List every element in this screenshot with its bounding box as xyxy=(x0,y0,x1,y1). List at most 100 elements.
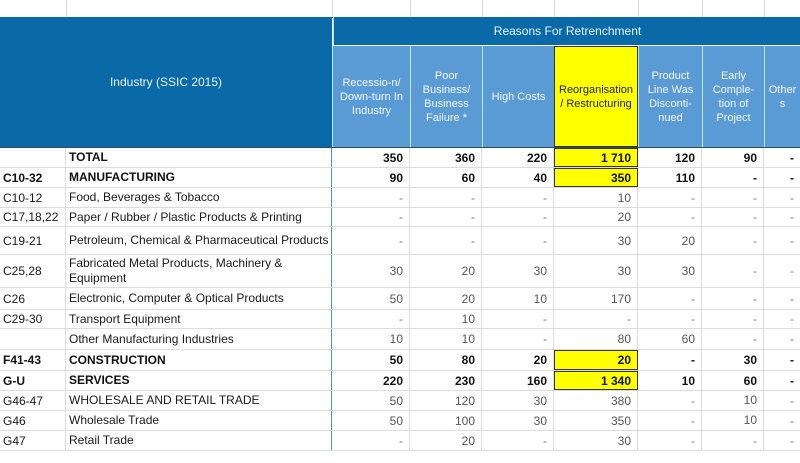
value-cell[interactable]: 10 xyxy=(702,411,764,430)
column-header-1[interactable]: Poor Business/ Business Failure * xyxy=(410,46,482,147)
value-cell[interactable]: 350 xyxy=(554,168,638,187)
value-cell[interactable]: 20 xyxy=(554,208,638,226)
value-cell[interactable]: 230 xyxy=(410,371,482,390)
value-cell[interactable]: 30 xyxy=(482,255,554,287)
value-cell[interactable]: 20 xyxy=(554,350,638,370)
value-cell[interactable]: - xyxy=(790,170,794,185)
value-cell[interactable]: 10 xyxy=(482,288,554,309)
industry-name-cell[interactable]: Paper / Rubber / Plastic Products & Prin… xyxy=(66,208,332,226)
value-cell[interactable]: - xyxy=(790,393,794,408)
value-cell[interactable]: 350 xyxy=(554,411,638,430)
industry-code-cell[interactable]: C19-21 xyxy=(0,227,66,254)
value-cell[interactable]: - xyxy=(702,227,764,254)
value-cell[interactable]: 50 xyxy=(332,288,410,309)
value-cell[interactable]: - xyxy=(332,431,410,450)
column-header-3[interactable]: Reorganisation / Restructuring xyxy=(554,46,638,147)
value-cell[interactable]: - xyxy=(702,255,764,287)
industry-code-cell[interactable] xyxy=(0,148,66,167)
industry-name-cell[interactable]: MANUFACTURING xyxy=(66,168,332,187)
value-cell[interactable]: - xyxy=(332,188,410,207)
industry-column-header[interactable]: Industry (SSIC 2015) xyxy=(0,17,332,147)
value-cell[interactable]: 30 xyxy=(332,255,410,287)
value-cell[interactable]: - xyxy=(410,188,482,207)
value-cell[interactable]: 80 xyxy=(410,350,482,370)
value-cell[interactable]: - xyxy=(790,210,794,224)
industry-code-cell[interactable]: G46-47 xyxy=(0,391,66,410)
industry-name-cell[interactable]: Other Manufacturing Industries xyxy=(66,329,332,349)
column-header-5[interactable]: Early Comple- tion of Project xyxy=(702,46,764,147)
value-cell[interactable]: - xyxy=(702,168,764,187)
value-cell[interactable]: - xyxy=(790,233,794,248)
value-cell[interactable]: 100 xyxy=(410,411,482,430)
value-cell[interactable]: 160 xyxy=(482,371,554,390)
column-header-6[interactable]: Other s xyxy=(764,46,800,147)
value-cell[interactable]: 20 xyxy=(410,431,482,450)
value-cell[interactable]: 40 xyxy=(482,168,554,187)
value-cell[interactable]: 20 xyxy=(482,350,554,370)
value-cell[interactable]: 10 xyxy=(410,329,482,349)
value-cell[interactable]: 50 xyxy=(332,411,410,430)
value-cell[interactable]: 20 xyxy=(410,255,482,287)
value-cell[interactable]: - xyxy=(638,188,702,207)
value-cell[interactable]: 20 xyxy=(638,227,702,254)
value-cell[interactable]: - xyxy=(702,188,764,207)
value-cell[interactable]: - xyxy=(638,310,702,328)
industry-code-cell[interactable]: C17,18,22 xyxy=(0,208,66,226)
industry-code-cell[interactable]: G-U xyxy=(0,371,66,390)
industry-name-cell[interactable]: Electronic, Computer & Optical Products xyxy=(66,288,332,309)
value-cell[interactable]: - xyxy=(332,208,410,226)
column-header-4[interactable]: Product Line Was Disconti- nued xyxy=(638,46,702,147)
value-cell[interactable]: 10 xyxy=(638,371,702,390)
value-cell[interactable]: - xyxy=(638,391,702,410)
value-cell[interactable]: 60 xyxy=(702,371,764,390)
value-cell[interactable]: 10 xyxy=(554,188,638,207)
industry-name-cell[interactable]: Fabricated Metal Products, Machinery & E… xyxy=(66,255,332,287)
value-cell[interactable]: 90 xyxy=(702,148,764,167)
value-cell[interactable]: - xyxy=(702,208,764,226)
value-cell[interactable]: - xyxy=(790,264,794,278)
column-header-0[interactable]: Recessio-n/ Down-turn In Industry xyxy=(332,46,410,147)
value-cell[interactable]: 1 340 xyxy=(554,371,638,390)
value-cell[interactable]: 30 xyxy=(554,431,638,450)
value-cell[interactable]: 30 xyxy=(554,255,638,287)
value-cell[interactable]: 30 xyxy=(482,391,554,410)
value-cell[interactable]: - xyxy=(482,227,554,254)
value-cell[interactable]: 50 xyxy=(332,391,410,410)
value-cell[interactable]: - xyxy=(790,353,794,367)
value-cell[interactable]: - xyxy=(482,310,554,328)
value-cell[interactable]: 220 xyxy=(482,148,554,167)
industry-code-cell[interactable]: C10-32 xyxy=(0,168,66,187)
industry-name-cell[interactable]: TOTAL xyxy=(66,148,332,167)
industry-name-cell[interactable]: SERVICES xyxy=(66,371,332,390)
value-cell[interactable]: - xyxy=(638,288,702,309)
value-cell[interactable]: 60 xyxy=(410,168,482,187)
value-cell[interactable]: 10 xyxy=(702,391,764,410)
reasons-group-header[interactable]: Reasons For Retrenchment xyxy=(333,17,800,45)
industry-code-cell[interactable]: C25,28 xyxy=(0,255,66,287)
value-cell[interactable]: 30 xyxy=(482,411,554,430)
industry-code-cell[interactable]: C10-12 xyxy=(0,188,66,207)
industry-code-cell[interactable]: G47 xyxy=(0,431,66,450)
value-cell[interactable]: - xyxy=(790,291,794,306)
industry-code-cell[interactable]: G46 xyxy=(0,411,66,430)
value-cell[interactable]: - xyxy=(482,329,554,349)
value-cell[interactable]: 50 xyxy=(332,350,410,370)
value-cell[interactable]: - xyxy=(790,332,794,346)
value-cell[interactable]: - xyxy=(482,431,554,450)
value-cell[interactable]: 10 xyxy=(410,310,482,328)
industry-name-cell[interactable]: Transport Equipment xyxy=(66,310,332,328)
value-cell[interactable]: 30 xyxy=(702,350,764,370)
industry-code-cell[interactable] xyxy=(0,329,66,349)
industry-name-cell[interactable]: WHOLESALE AND RETAIL TRADE xyxy=(66,391,332,410)
value-cell[interactable]: - xyxy=(638,208,702,226)
value-cell[interactable]: 110 xyxy=(638,168,702,187)
value-cell[interactable]: - xyxy=(702,288,764,309)
value-cell[interactable]: - xyxy=(482,188,554,207)
industry-name-cell[interactable]: Food, Beverages & Tobacco xyxy=(66,188,332,207)
value-cell[interactable]: - xyxy=(702,329,764,349)
value-cell[interactable]: 360 xyxy=(410,148,482,167)
value-cell[interactable]: 220 xyxy=(332,371,410,390)
value-cell[interactable]: - xyxy=(638,431,702,450)
value-cell[interactable]: 10 xyxy=(332,329,410,349)
value-cell[interactable]: 30 xyxy=(638,255,702,287)
